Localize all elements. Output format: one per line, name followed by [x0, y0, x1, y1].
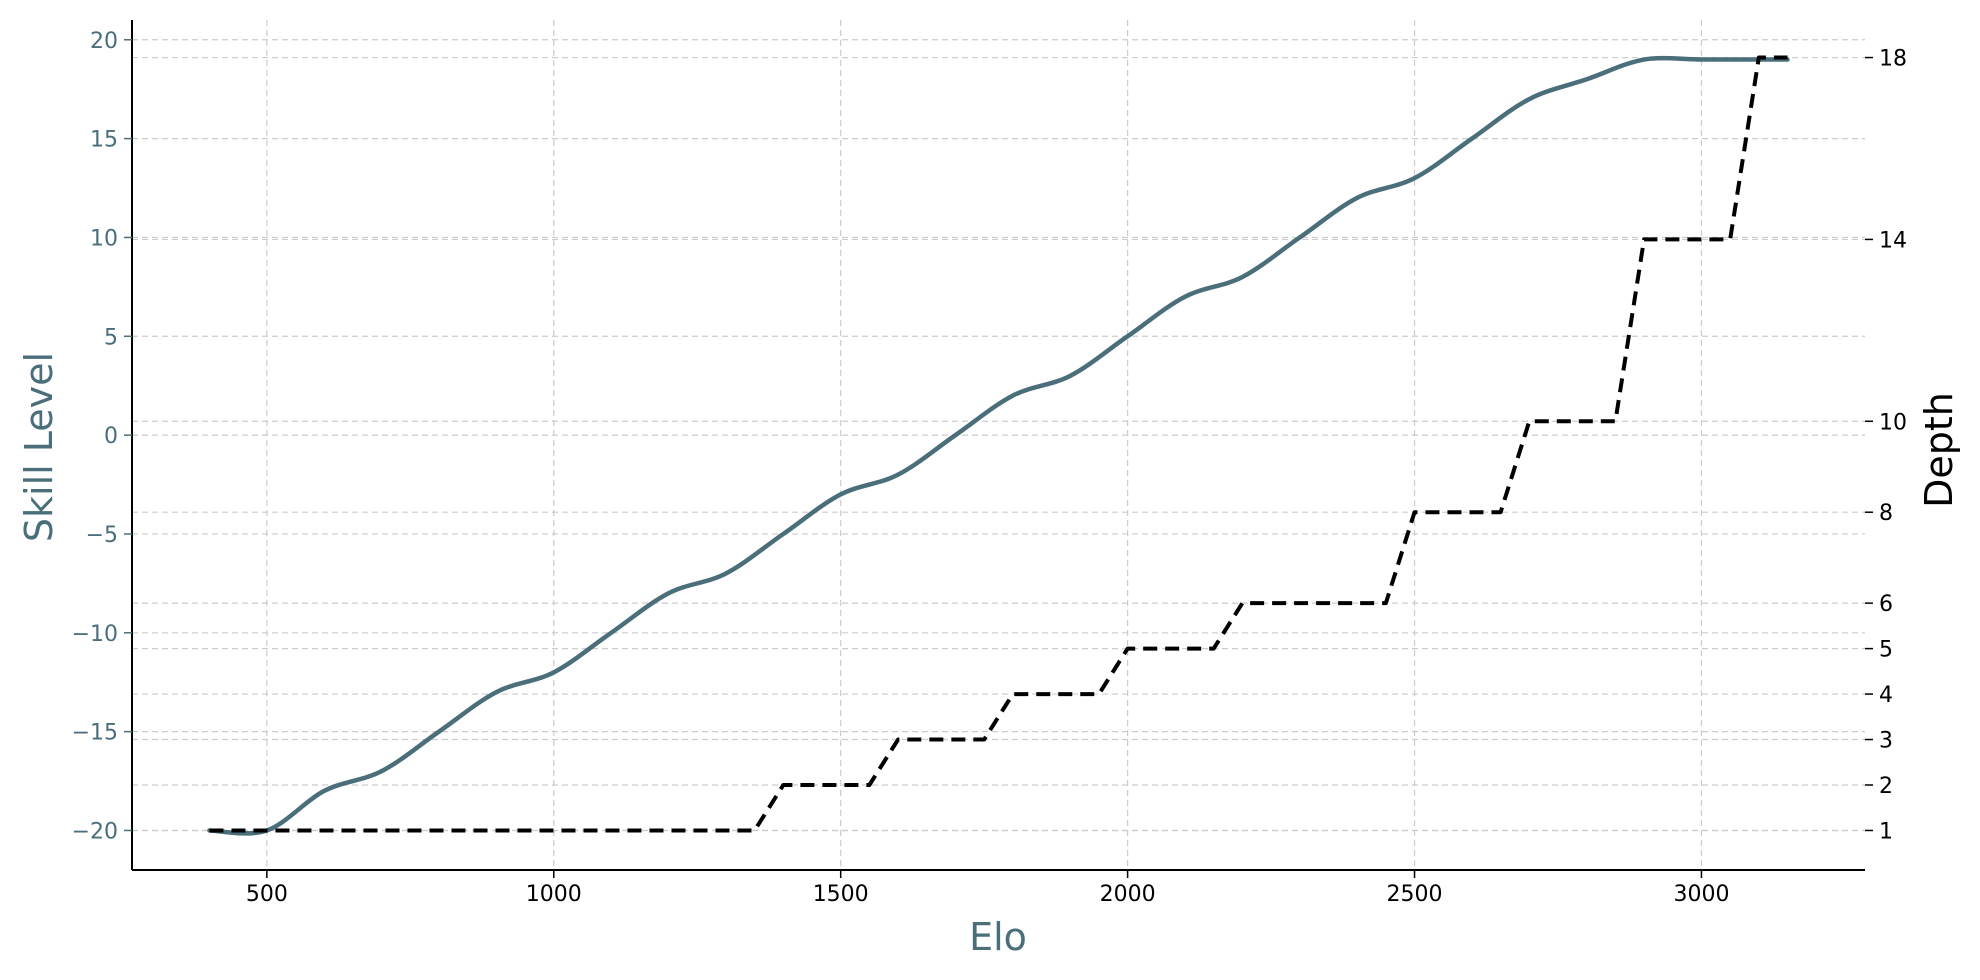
- depth-line: [209, 55, 1788, 833]
- y-left-tick-label: −5: [86, 523, 118, 548]
- x-axis-label: Elo: [969, 915, 1027, 959]
- y-left-tick-label: −20: [72, 819, 118, 844]
- x-tick-label: 2000: [1100, 882, 1156, 907]
- y-left-axis-label: Skill Level: [17, 352, 61, 542]
- x-tick-label: 1000: [526, 882, 582, 907]
- y-right-tick-label: 18: [1879, 47, 1907, 72]
- y-right-tick-label: 2: [1879, 774, 1893, 799]
- y-right-tick-label: 14: [1879, 228, 1907, 253]
- y-right-tick-label: 8: [1879, 501, 1893, 526]
- axes: [131, 20, 1865, 871]
- y-left-tick-label: −10: [72, 622, 118, 647]
- y-left-tick-label: 15: [90, 128, 118, 153]
- y-right-tick-label: 10: [1879, 410, 1907, 435]
- x-tick-label: 3000: [1673, 882, 1729, 907]
- grid: [132, 20, 1865, 870]
- y-left-tick-label: 0: [104, 424, 118, 449]
- x-tick-label: 500: [246, 882, 288, 907]
- y-left-tick-label: −15: [72, 721, 118, 746]
- ticks: 500 1000 1500 2000 2500 300020151050−5−10−15−…: [72, 29, 1907, 907]
- y-right-tick-label: 3: [1879, 729, 1893, 754]
- series-group: [207, 55, 1790, 836]
- skill-level-line: [207, 55, 1790, 836]
- y-left-tick-label: 20: [90, 29, 118, 54]
- y-right-axis-label: Depth: [1917, 392, 1961, 508]
- y-left-tick-label: 10: [90, 226, 118, 251]
- y-right-tick-label: 4: [1879, 683, 1893, 708]
- y-right-tick-label: 5: [1879, 638, 1893, 663]
- x-tick-label: 2500: [1387, 882, 1443, 907]
- x-tick-label: 1500: [813, 882, 869, 907]
- y-left-tick-label: 5: [104, 325, 118, 350]
- y-right-tick-label: 1: [1879, 819, 1893, 844]
- y-right-tick-label: 6: [1879, 592, 1893, 617]
